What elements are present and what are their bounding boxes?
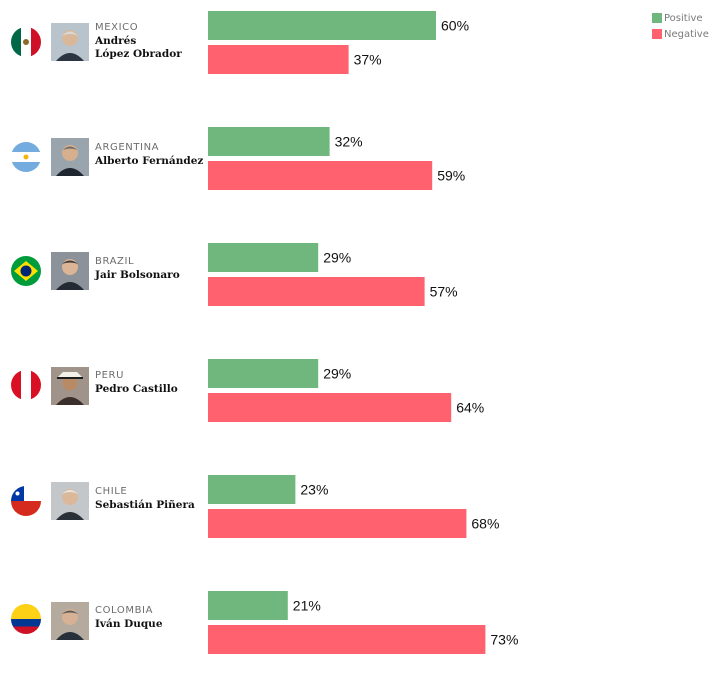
bar-value-label: 60%	[441, 18, 469, 34]
leader-name: Sebastián Piñera	[95, 499, 205, 512]
bar-value-label: 64%	[456, 400, 484, 416]
argentina-flag-icon	[11, 142, 41, 172]
leader-name: Pedro Castillo	[95, 383, 205, 396]
row-brazil: BRAZIL Jair Bolsonaro	[0, 232, 721, 348]
leader-name-line-1: Iván Duque	[95, 618, 163, 630]
leader-name-line-1: Pedro Castillo	[95, 383, 178, 395]
country-label: BRAZIL	[95, 256, 135, 267]
leader-name-line-2: López Obrador	[95, 48, 182, 60]
bar-negative	[208, 45, 349, 74]
leader-photo-avatar	[51, 482, 89, 520]
colombia-flag-icon	[11, 604, 41, 634]
leader-name-line-1: Andrés	[95, 35, 137, 47]
leader-name: Andrés López Obrador	[95, 35, 205, 61]
bar-positive	[208, 243, 319, 272]
country-label: ARGENTINA	[95, 142, 160, 153]
leader-name: Jair Bolsonaro	[95, 269, 205, 282]
leader-photo-avatar	[51, 367, 89, 405]
legend-item-positive: Positive	[652, 10, 709, 26]
leader-name-line-1: Alberto Fernández	[95, 155, 204, 167]
bar-negative	[208, 393, 452, 422]
bar-value-label: 32%	[335, 134, 363, 150]
bar-value-label: 37%	[354, 52, 382, 68]
bar-value-label: 59%	[437, 168, 465, 184]
bar-value-label: 73%	[490, 632, 518, 648]
mexico-flag-icon	[11, 27, 41, 57]
bar-negative	[208, 625, 486, 654]
leader-photo-avatar	[51, 138, 89, 176]
row-mexico: MEXICO Andrés López Obrador	[0, 0, 721, 116]
bar-negative	[208, 509, 467, 538]
legend-swatch-negative	[652, 29, 662, 39]
leader-name-line-1: Sebastián Piñera	[95, 499, 195, 511]
country-label: CHILE	[95, 486, 128, 497]
peru-flag-icon	[11, 370, 41, 400]
country-label: MEXICO	[95, 22, 139, 33]
bar-negative	[208, 277, 425, 306]
row-argentina: ARGENTINA Alberto Fernández	[0, 116, 721, 232]
bar-value-label: 23%	[300, 482, 328, 498]
brazil-flag-icon	[11, 256, 41, 286]
bar-value-label: 29%	[323, 366, 351, 382]
chart-legend: Positive Negative	[652, 10, 709, 42]
bar-positive	[208, 11, 436, 40]
country-label: COLOMBIA	[95, 605, 154, 616]
row-chile: CHILE Sebastián Piñera	[0, 464, 721, 580]
approval-chart: 60% 37% 32% 59% 29% 57% 29% 64% 23% 68% 21% 73%	[208, 11, 518, 654]
leader-name: Alberto Fernández	[95, 155, 205, 168]
bar-positive	[208, 127, 330, 156]
chile-flag-icon	[11, 486, 41, 516]
bar-positive	[208, 591, 288, 620]
row-peru: PERU Pedro Castillo	[0, 348, 721, 464]
leader-name: Iván Duque	[95, 618, 205, 631]
bar-value-label: 21%	[293, 598, 321, 614]
leader-photo-avatar	[51, 602, 89, 640]
bar-negative	[208, 161, 433, 190]
leader-photo-avatar	[51, 23, 89, 61]
country-label: PERU	[95, 370, 125, 381]
leader-photo-avatar	[51, 252, 89, 290]
bar-positive	[208, 359, 319, 388]
leader-name-line-1: Jair Bolsonaro	[95, 269, 180, 281]
row-colombia: COLOMBIA Iván Duque	[0, 580, 721, 696]
legend-item-negative: Negative	[652, 26, 709, 42]
legend-label-positive: Positive	[664, 12, 703, 24]
legend-swatch-positive	[652, 13, 662, 23]
bar-value-label: 29%	[323, 250, 351, 266]
legend-label-negative: Negative	[664, 28, 709, 40]
bar-value-label: 57%	[430, 284, 458, 300]
bar-value-label: 68%	[471, 516, 499, 532]
bar-positive	[208, 475, 296, 504]
